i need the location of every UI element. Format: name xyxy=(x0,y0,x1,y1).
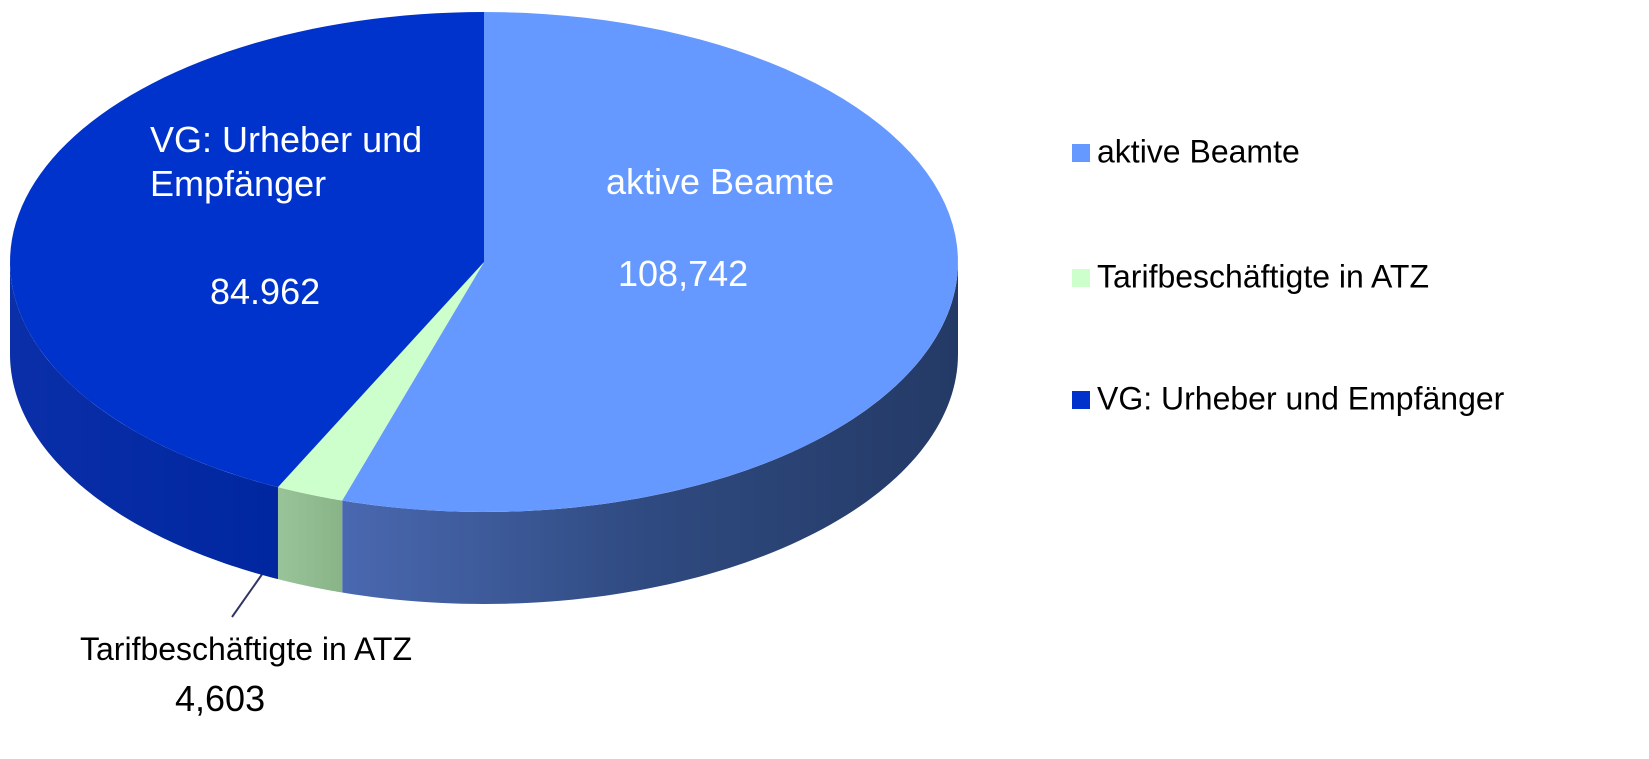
slice-label: VG: Urheber und Empfänger xyxy=(150,119,423,204)
slice-value: 108,742 xyxy=(618,253,749,294)
slice xyxy=(10,12,484,488)
slice-value: 4,603 xyxy=(175,678,266,719)
slice-label: Tarifbeschäftigte in ATZ xyxy=(80,631,412,667)
legend-swatch xyxy=(1072,391,1090,409)
legend-swatch xyxy=(1072,144,1090,162)
slice-side xyxy=(277,487,343,593)
slice-side xyxy=(10,262,278,580)
legend-swatch xyxy=(1072,269,1090,287)
slice-side xyxy=(342,262,959,604)
slice-label: aktive Beamte xyxy=(606,161,835,202)
legend-label: aktive Beamte xyxy=(1097,133,1300,169)
legend-label: VG: Urheber und Empfänger xyxy=(1097,380,1505,416)
legend-label: Tarifbeschäftigte in ATZ xyxy=(1097,258,1429,294)
slice-value: 84.962 xyxy=(210,271,321,312)
slice xyxy=(342,12,958,512)
slice xyxy=(277,262,484,501)
